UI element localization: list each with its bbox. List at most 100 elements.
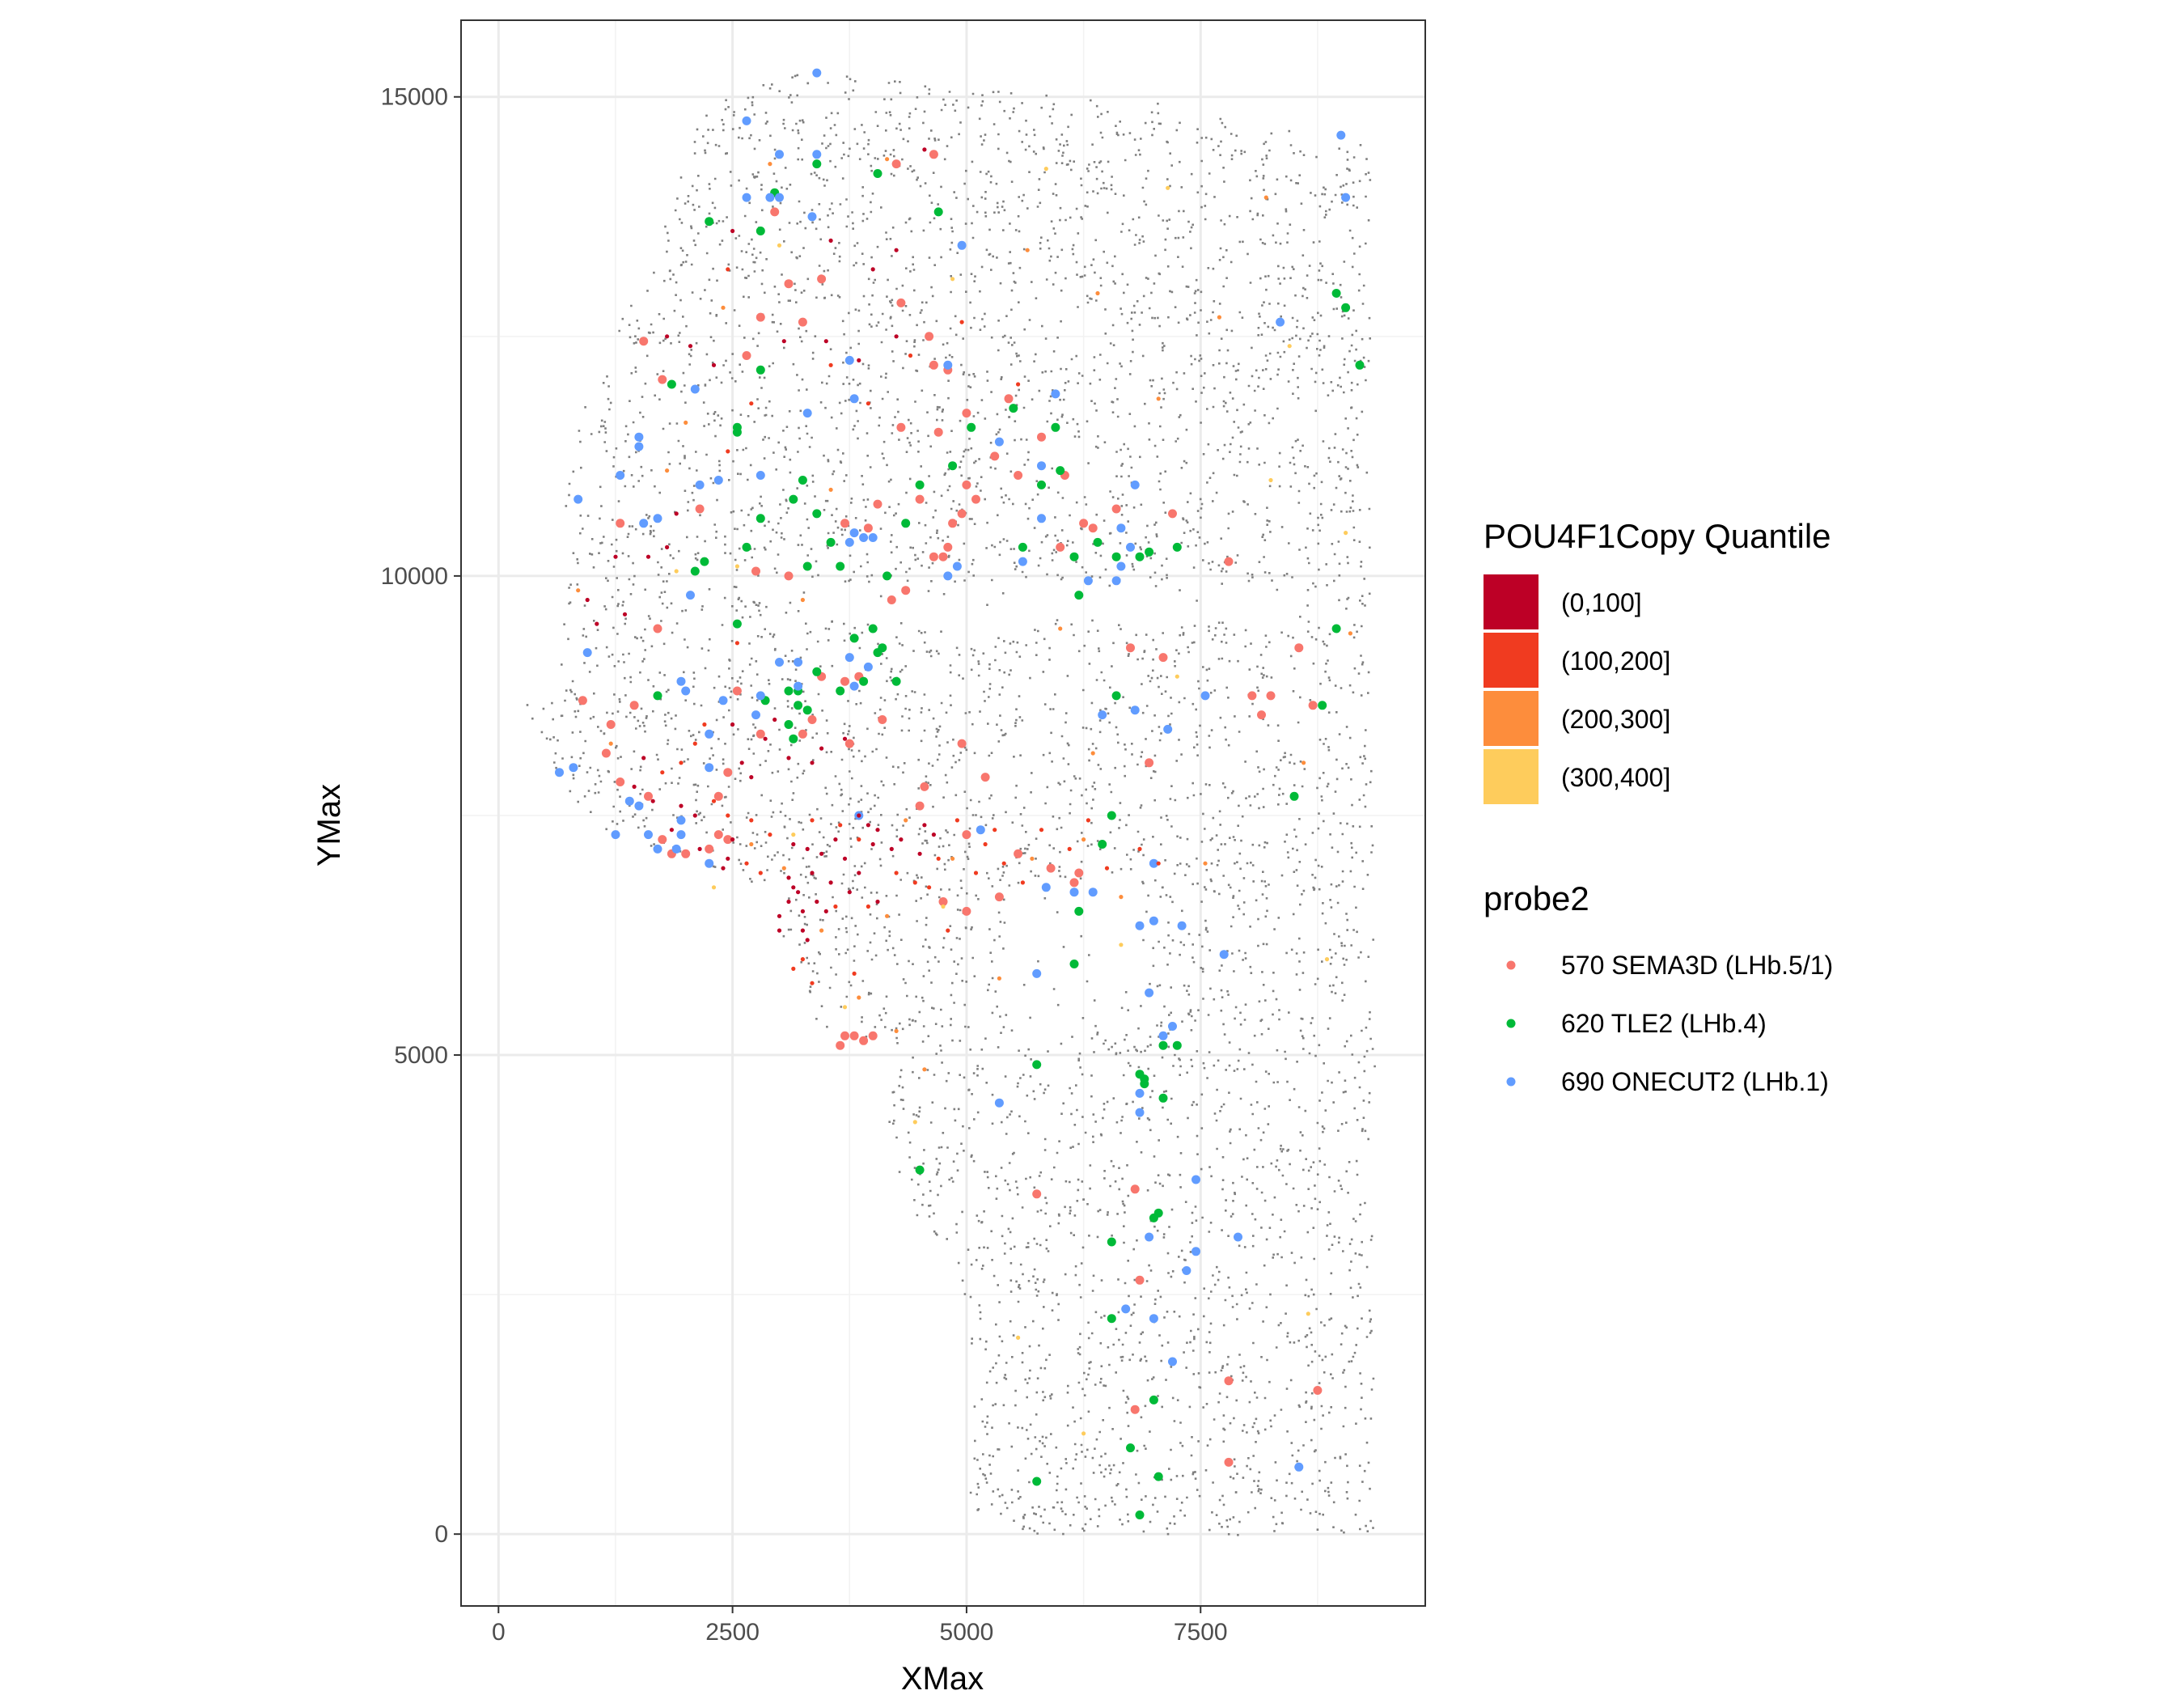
data-point	[705, 858, 714, 868]
data-point	[948, 519, 958, 528]
data-point	[1224, 557, 1234, 566]
data-point	[994, 892, 1004, 902]
data-point	[904, 818, 908, 823]
data-point	[1081, 837, 1086, 842]
data-point	[555, 768, 564, 777]
data-point	[723, 768, 733, 777]
data-point	[606, 720, 616, 729]
data-point	[1287, 344, 1292, 349]
data-point	[1224, 1376, 1234, 1386]
data-point	[705, 729, 714, 739]
data-point	[1016, 382, 1021, 387]
data-point	[1056, 466, 1065, 476]
data-point	[983, 841, 988, 847]
data-point	[1135, 1108, 1145, 1117]
data-point	[1156, 396, 1161, 401]
data-point	[794, 681, 803, 691]
data-point	[681, 849, 691, 858]
data-point	[611, 830, 620, 840]
data-point	[705, 217, 714, 227]
data-point	[833, 837, 838, 842]
data-point	[952, 561, 962, 571]
panel-background	[461, 20, 1425, 1606]
data-point	[574, 494, 583, 504]
data-point	[1079, 519, 1089, 528]
data-point	[980, 773, 990, 782]
data-point	[794, 701, 803, 710]
data-point	[875, 828, 880, 833]
data-point	[1355, 360, 1365, 370]
data-point	[1126, 542, 1135, 552]
data-point	[941, 904, 946, 909]
data-point	[1111, 576, 1121, 586]
data-point	[1294, 1462, 1304, 1472]
data-point	[726, 856, 730, 861]
data-point	[1058, 626, 1063, 631]
data-point	[836, 1040, 845, 1050]
data-point	[894, 334, 899, 339]
data-point	[1074, 868, 1084, 878]
data-point	[681, 686, 691, 696]
data-point	[859, 1036, 869, 1045]
data-point	[894, 1028, 899, 1033]
data-point	[950, 277, 955, 282]
data-point	[791, 833, 796, 837]
data-point	[634, 432, 644, 442]
data-point	[582, 648, 592, 658]
data-point	[823, 339, 828, 344]
data-point	[866, 904, 870, 909]
data-point	[613, 554, 618, 559]
data-point	[925, 332, 934, 341]
data-point	[653, 844, 662, 854]
data-point	[849, 528, 859, 538]
data-point	[868, 533, 878, 542]
data-point	[847, 890, 852, 895]
data-point	[798, 476, 807, 485]
data-point	[1217, 315, 1221, 320]
data-point	[684, 420, 688, 426]
data-point	[749, 775, 754, 780]
data-point	[1153, 1472, 1163, 1481]
data-point	[1116, 561, 1126, 571]
plot-panel	[461, 20, 1425, 1606]
data-point	[723, 835, 733, 845]
data-point	[770, 207, 780, 217]
data-point	[1093, 537, 1103, 547]
data-point	[915, 480, 925, 489]
data-point	[878, 715, 887, 724]
data-point	[810, 981, 815, 985]
data-point	[1039, 828, 1044, 833]
data-point	[885, 913, 890, 918]
data-point	[812, 150, 822, 159]
data-point	[653, 624, 662, 633]
data-point	[802, 561, 812, 571]
data-point	[938, 552, 948, 561]
data-point	[948, 461, 958, 471]
data-point	[578, 696, 587, 705]
data-point	[946, 928, 950, 933]
data-point	[794, 658, 803, 667]
data-point	[1037, 480, 1046, 489]
data-point	[1177, 921, 1187, 930]
data-point	[791, 966, 796, 971]
data-point	[713, 476, 723, 485]
data-point	[608, 741, 613, 746]
data-point	[870, 267, 875, 272]
data-point	[777, 243, 782, 248]
data-point	[805, 846, 810, 851]
data-point	[1116, 523, 1126, 533]
data-point	[756, 312, 765, 322]
data-point	[1069, 878, 1079, 888]
data-point	[844, 537, 854, 547]
data-point	[777, 913, 782, 918]
data-point	[688, 344, 693, 349]
data-point	[1001, 861, 1006, 866]
series-2	[555, 68, 1351, 1472]
data-point	[1111, 552, 1121, 561]
data-point	[912, 1120, 917, 1125]
data-point	[857, 813, 861, 818]
data-point	[1276, 317, 1285, 327]
data-point	[1135, 1275, 1145, 1285]
panel-frame	[460, 19, 1426, 1607]
data-point	[796, 890, 801, 895]
